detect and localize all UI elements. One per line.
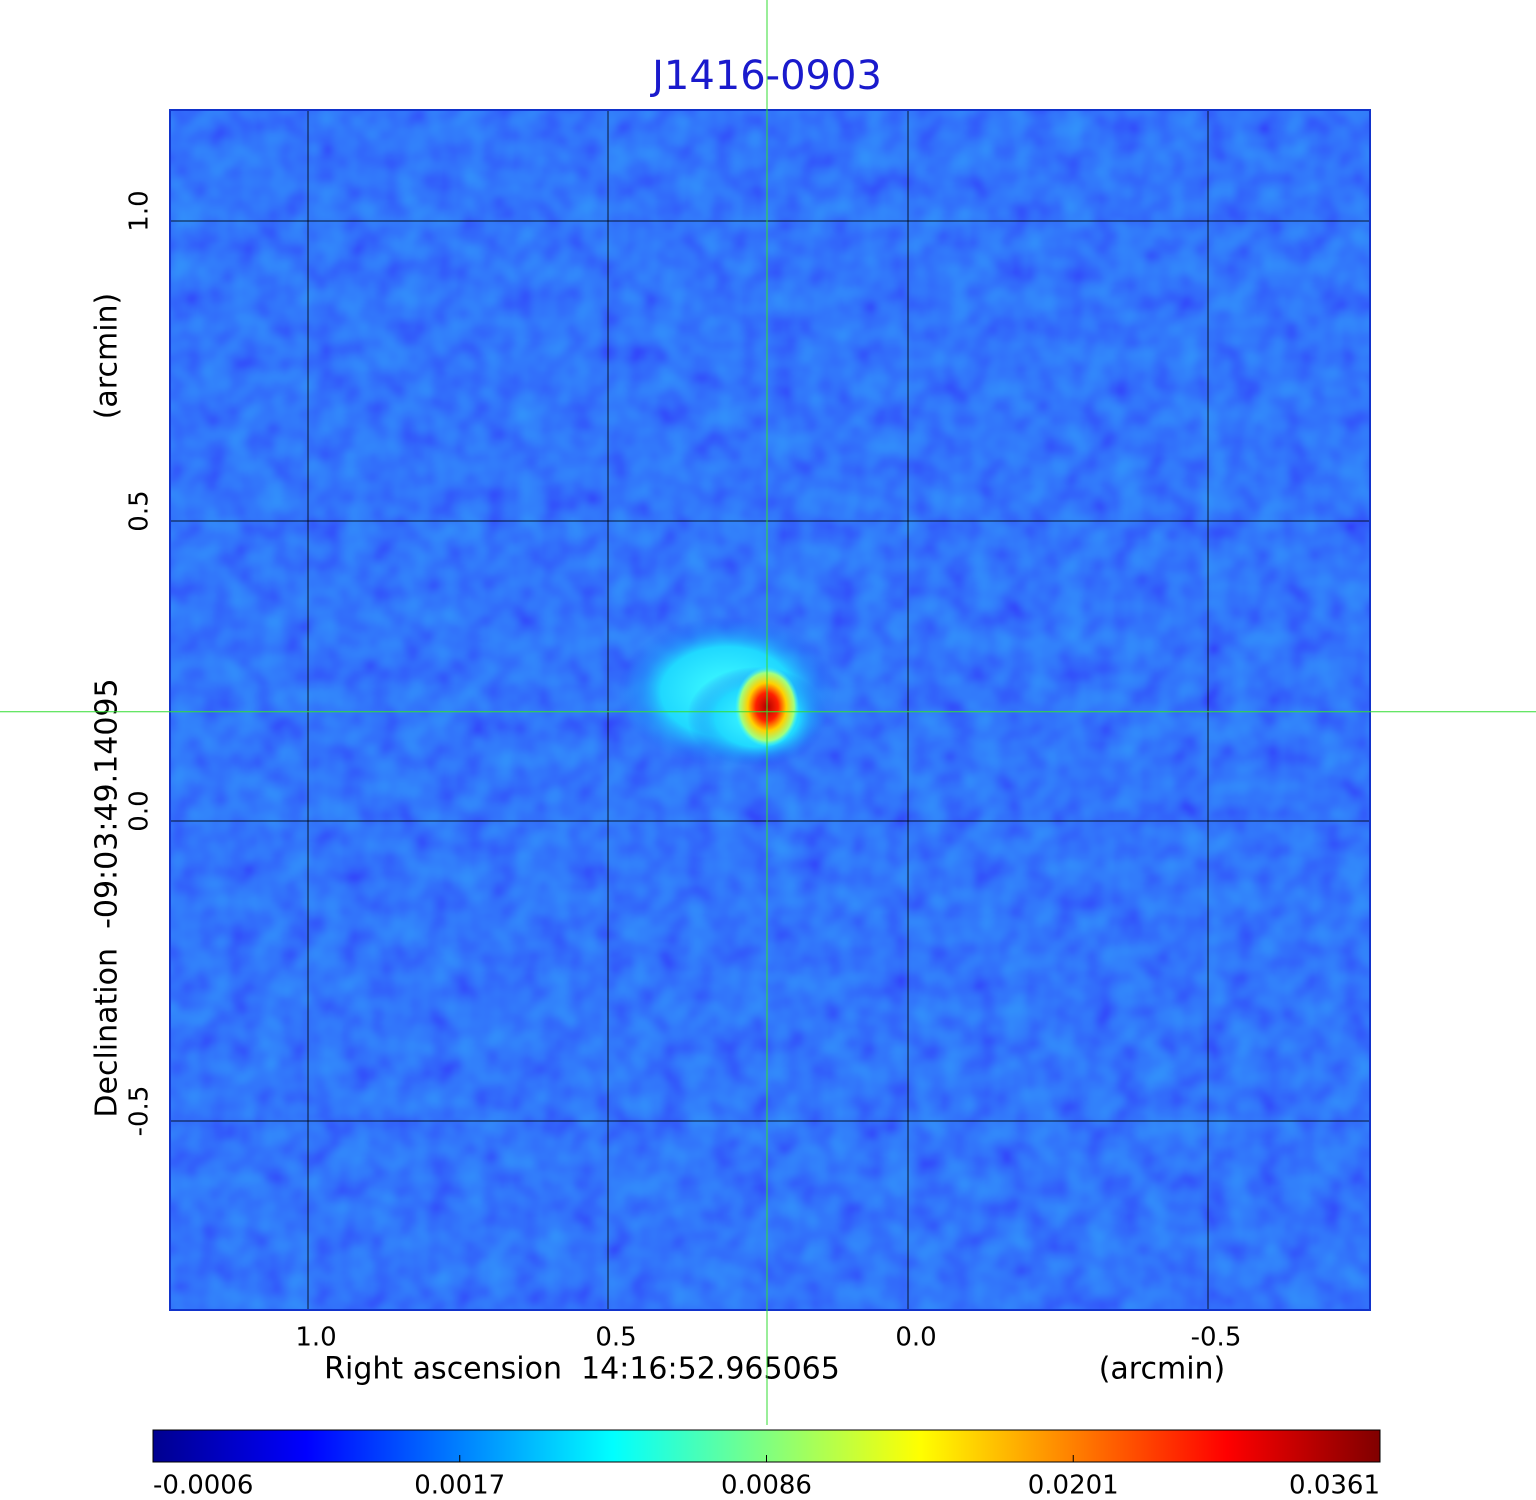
image xyxy=(170,110,1370,1310)
x-tick-label: -0.5 xyxy=(1191,1323,1242,1353)
y-tick-label: 1.0 xyxy=(125,190,155,231)
x-tick-label: 0.5 xyxy=(595,1323,636,1353)
x-tick-label: 0.0 xyxy=(895,1323,936,1353)
colorbar-tick-label: 0.0201 xyxy=(1028,1471,1119,1500)
y-tick-label: 0.0 xyxy=(125,790,155,831)
y-tick-label: 0.5 xyxy=(125,490,155,531)
colorbar-tick-label: -0.0006 xyxy=(153,1471,253,1500)
y-axis-label: Declination -09:03:49.14095 xyxy=(90,678,125,1117)
x-axis-label: Right ascension 14:16:52.965065 xyxy=(324,1352,840,1387)
y-axis-unit: (arcmin) xyxy=(90,293,125,420)
colorbar-tick-label: 0.0017 xyxy=(414,1471,505,1500)
source xyxy=(617,616,837,767)
colorbar-tick-label: 0.0086 xyxy=(721,1471,812,1500)
x-tick-label: 1.0 xyxy=(295,1323,336,1353)
colorbar-tick-label: 0.0361 xyxy=(1289,1471,1380,1500)
plot-frame xyxy=(169,109,1371,1311)
x-axis-unit: (arcmin) xyxy=(1099,1352,1226,1387)
y-tick-label: -0.5 xyxy=(125,1086,155,1137)
grid xyxy=(170,110,1370,1310)
chart-title: J1416-0903 xyxy=(649,53,882,99)
